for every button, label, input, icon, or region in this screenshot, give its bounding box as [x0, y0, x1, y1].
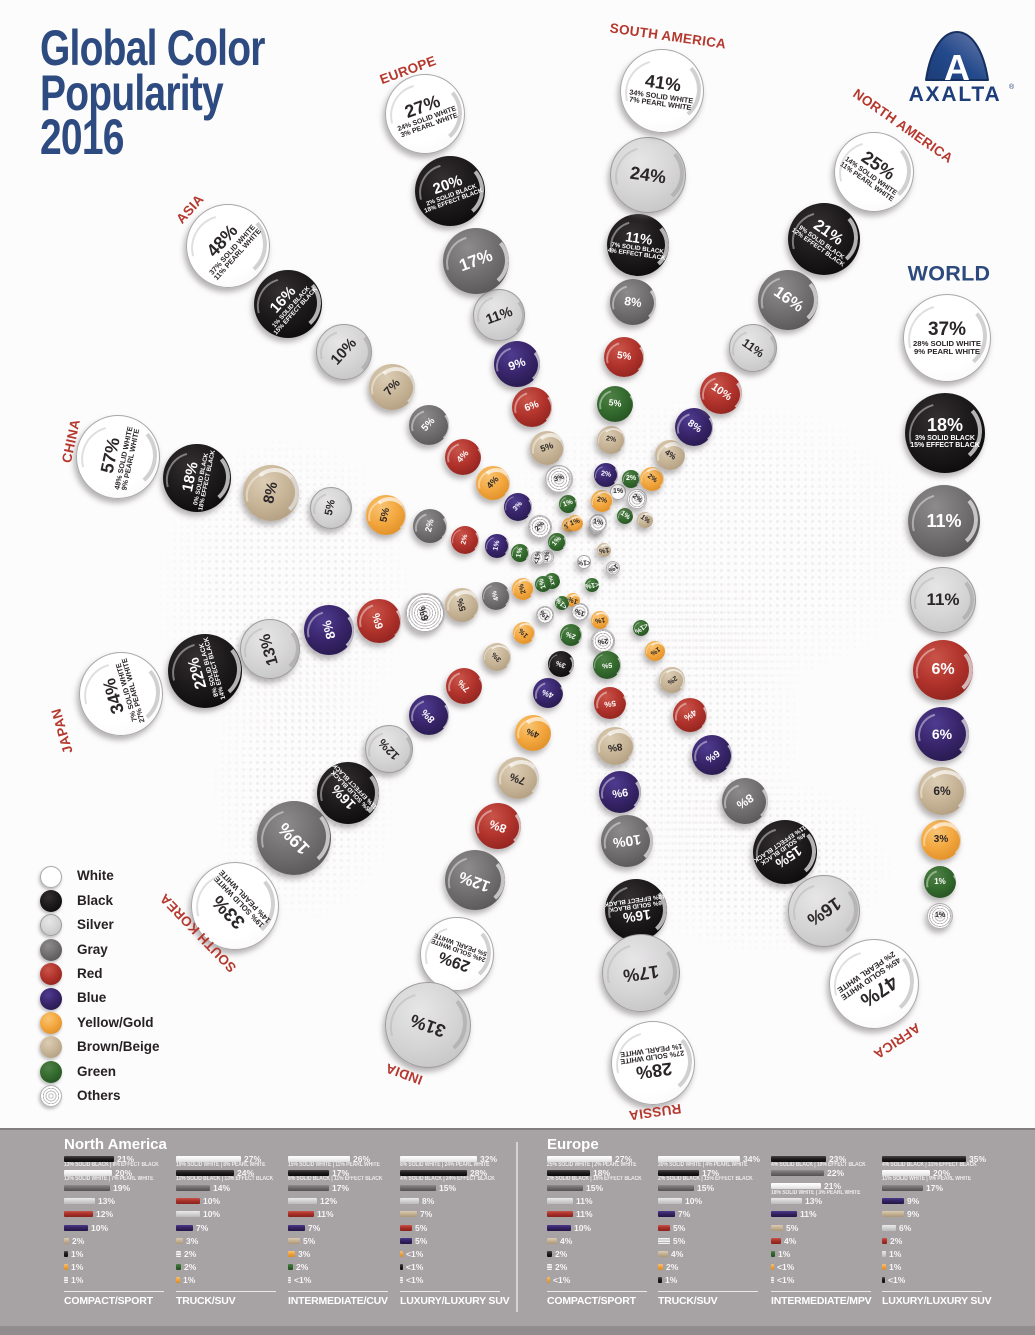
svg-text:A: A — [944, 47, 970, 88]
svg-text:®: ® — [1009, 83, 1015, 91]
svg-text:AXALTA: AXALTA — [909, 83, 1002, 104]
